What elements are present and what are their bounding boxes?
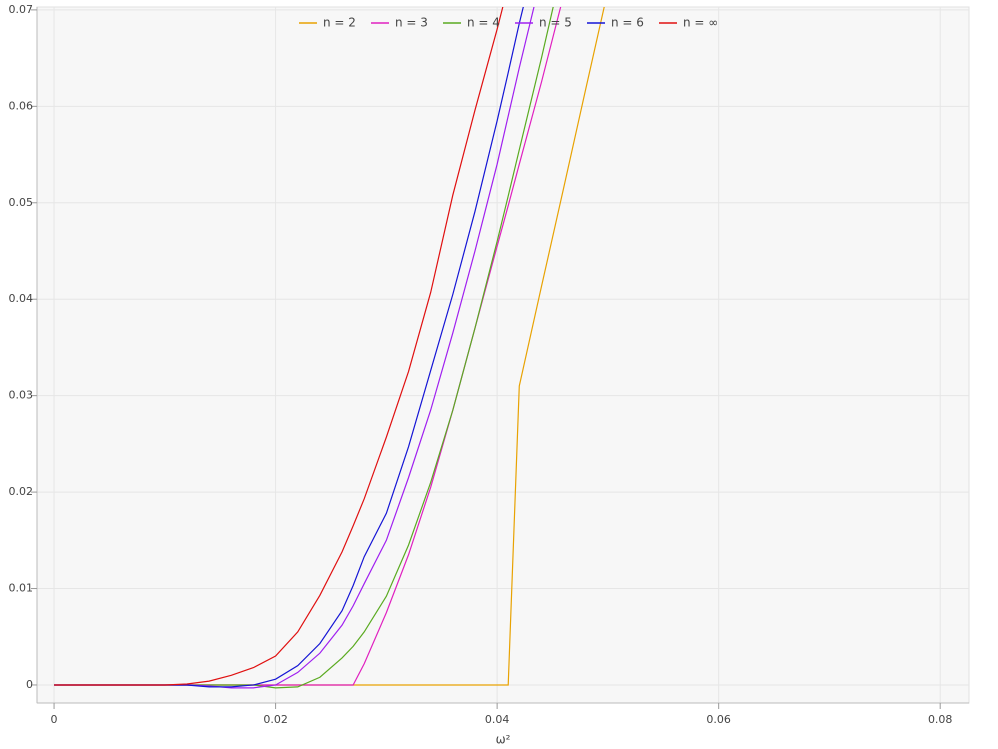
y-tick-label: 0.07 (9, 3, 34, 16)
legend-label: n = 2 (323, 16, 356, 30)
y-tick-label: 0.05 (9, 196, 34, 209)
legend-label: n = 5 (539, 16, 572, 30)
x-tick-label: 0.04 (485, 713, 510, 726)
legend-label: n = ∞ (683, 16, 718, 30)
legend: n = 2 n = 3 n = 4 n = 5 n = 6 n = ∞ (299, 16, 718, 30)
y-tick-label: 0 (26, 678, 33, 691)
legend-label: n = 4 (467, 16, 500, 30)
y-tick-label: 0.03 (9, 389, 34, 402)
y-tick-label: 0.02 (9, 485, 34, 498)
lines (54, 7, 605, 689)
x-tick-label: 0.02 (263, 713, 288, 726)
y-tick-label: 0.04 (9, 292, 34, 305)
series-line (54, 7, 504, 686)
plot-area (36, 6, 970, 704)
x-axis-label: ω² (496, 733, 511, 747)
axes: 0 0.02 0.04 0.06 0.08 0 0.01 0.02 0.03 0.04 0.05 0.… (9, 3, 969, 726)
x-tick-label: 0.08 (928, 713, 953, 726)
series-line (54, 7, 524, 688)
legend-label: n = 3 (395, 16, 428, 30)
x-tick-label: 0 (51, 713, 58, 726)
legend-label: n = 6 (611, 16, 644, 30)
y-tick-label: 0.06 (9, 99, 34, 112)
series-line (54, 7, 554, 689)
y-tick-label: 0.01 (9, 582, 34, 595)
x-tick-label: 0.06 (706, 713, 731, 726)
